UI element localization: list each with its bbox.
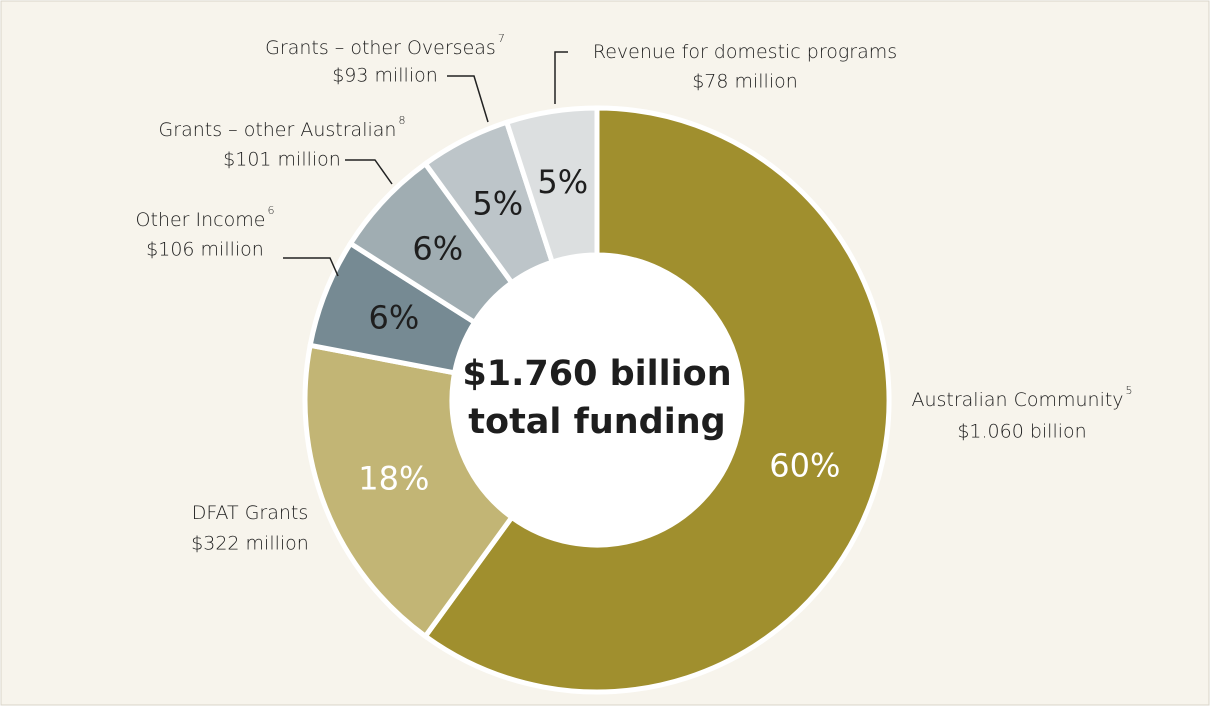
slice-value-label: 6% — [368, 299, 419, 337]
category-name: DFAT Grants — [192, 502, 309, 524]
leader-line — [283, 257, 339, 277]
slice-label: Revenue for domestic programs — [593, 41, 897, 63]
donut-slice — [503, 105, 600, 266]
footnote: 5 — [1126, 384, 1133, 397]
category-name: Grants – other Overseas — [265, 37, 496, 59]
slice-value-label: 5% — [472, 184, 523, 222]
leader-line — [345, 159, 393, 185]
center-label: total funding — [468, 402, 725, 442]
slice-amount: $322 million — [191, 533, 309, 555]
slice-label: DFAT Grants — [192, 502, 309, 524]
slice-label: Australian Community 5 — [911, 384, 1132, 411]
slice-label: Grants – other Overseas 7 — [265, 32, 505, 59]
slice-amount: $78 million — [692, 71, 798, 93]
slice-amount: $93 million — [332, 65, 438, 87]
footnote: 7 — [498, 32, 505, 45]
slice-amount: $106 million — [146, 239, 264, 261]
slice-value-label: 6% — [412, 229, 463, 267]
donut-hole — [454, 257, 740, 543]
category-name: Australian Community — [911, 389, 1123, 411]
slice-value-label: 5% — [537, 163, 588, 201]
slice-value-label: 18% — [358, 459, 429, 497]
category-name: Grants – other Australian — [159, 119, 397, 141]
leader-line — [554, 51, 568, 104]
donut-slice — [421, 105, 892, 695]
slice-amount: $1.060 billion — [957, 421, 1086, 443]
footnote: 8 — [398, 114, 405, 127]
slice-label: Grants – other Australian 8 — [159, 114, 406, 141]
footnote: 6 — [267, 204, 274, 217]
leader-line — [447, 75, 489, 123]
slice-label: Other Income 6 — [136, 204, 275, 231]
donut-slice — [302, 342, 516, 640]
category-name: Other Income — [136, 209, 266, 231]
slice-amount: $101 million — [223, 149, 341, 171]
slice-value-label: 60% — [769, 447, 840, 485]
center-label: $1.760 billion — [462, 354, 731, 394]
category-name: Revenue for domestic programs — [593, 41, 897, 63]
